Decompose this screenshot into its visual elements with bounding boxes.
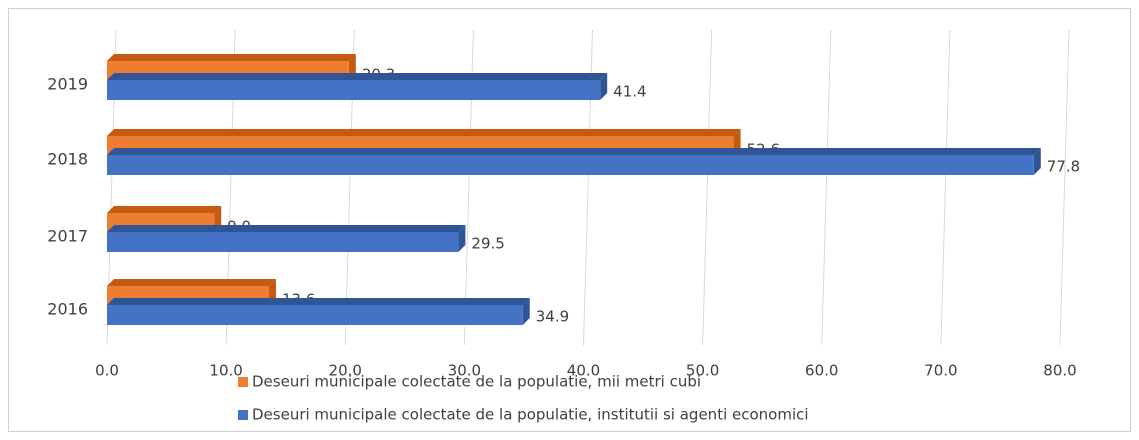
bar-top (107, 298, 530, 305)
bar-front (107, 155, 1034, 175)
x-tick-label: 30.0 (448, 362, 481, 380)
legend-swatch (238, 410, 248, 420)
y-tick-label: 2017 (47, 227, 88, 246)
x-tick-label: 40.0 (567, 362, 600, 380)
bar-side (1033, 148, 1041, 175)
bar (107, 225, 466, 252)
bar-top (107, 73, 608, 80)
bar-top (107, 129, 741, 136)
x-tick-label: 80.0 (1043, 362, 1076, 380)
x-tick-label: 50.0 (686, 362, 719, 380)
bar (107, 298, 530, 325)
legend-label: Deseuri municipale colectate de la popul… (252, 373, 701, 391)
bar-top (107, 279, 277, 286)
bar (107, 73, 608, 100)
grid-line (940, 29, 951, 346)
x-tick-label: 20.0 (329, 362, 362, 380)
bar-side (522, 298, 530, 325)
value-label: 41.4 (613, 83, 646, 101)
bar (107, 148, 1041, 175)
value-label: 34.9 (536, 308, 569, 326)
bar-front (107, 305, 523, 325)
y-tick-label: 2018 (47, 150, 88, 169)
value-label: 29.5 (471, 235, 504, 253)
grid-line (702, 29, 713, 346)
x-tick-label: 10.0 (209, 362, 242, 380)
legend-label: Deseuri municipale colectate de la popul… (252, 406, 809, 424)
x-tick-label: 70.0 (924, 362, 957, 380)
bar-front (107, 232, 459, 252)
y-tick-label: 2016 (47, 300, 88, 319)
grid-line (1059, 29, 1070, 346)
bar-top (107, 225, 466, 232)
x-tick-label: 60.0 (805, 362, 838, 380)
bar-front (107, 80, 601, 100)
x-tick-label: 0.0 (95, 362, 119, 380)
bar-top (107, 54, 356, 61)
bar-top (107, 206, 222, 213)
legend-swatch (238, 377, 248, 387)
bar-side (458, 225, 466, 252)
y-tick-label: 2019 (47, 75, 88, 94)
value-label: 77.8 (1047, 158, 1080, 176)
bar-side (600, 73, 608, 100)
grid-line (821, 29, 832, 346)
bar-top (107, 148, 1041, 155)
